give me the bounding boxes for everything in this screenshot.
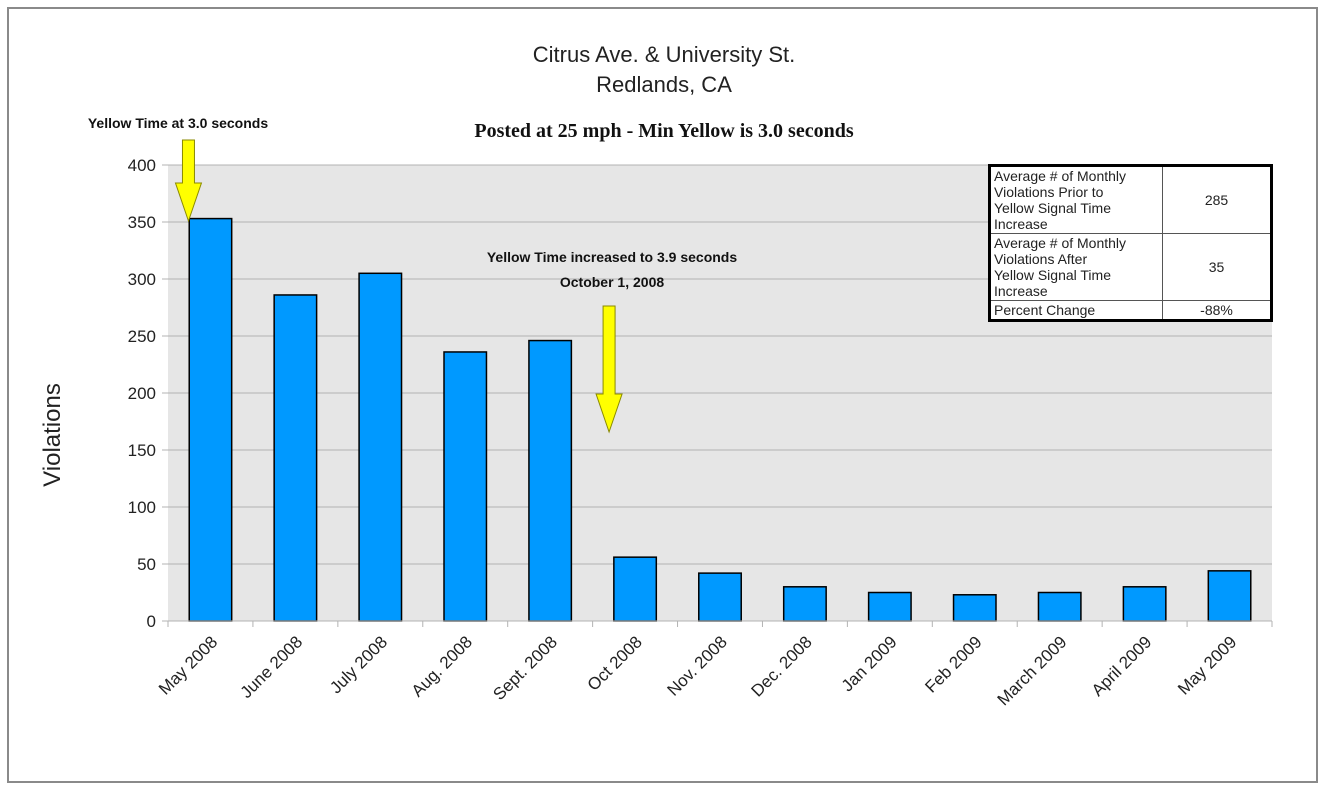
- bar: [443, 351, 488, 622]
- x-tick-label: Nov. 2008: [663, 632, 730, 699]
- bar: [528, 339, 573, 622]
- stats-label-line: Increase: [994, 283, 1048, 299]
- y-tick-label: 200: [128, 384, 156, 403]
- x-tick-label: May 2008: [155, 632, 221, 698]
- y-tick-label: 100: [128, 498, 156, 517]
- stats-row-after-label: Average # of Monthly Violations After Ye…: [989, 233, 1163, 301]
- stats-table: Average # of Monthly Violations Prior to…: [988, 164, 1273, 322]
- y-tick-label: 0: [147, 612, 156, 631]
- stats-row-after: Average # of Monthly Violations After Ye…: [989, 233, 1272, 301]
- annotation-arrow: [174, 139, 203, 223]
- y-axis-label: Violations: [39, 383, 66, 487]
- bar: [273, 294, 318, 622]
- bar: [952, 594, 997, 622]
- stats-row-percent-value: -88%: [1162, 300, 1272, 321]
- bar: [782, 586, 827, 622]
- stats-row-prior-value: 285: [1162, 165, 1272, 234]
- stats-row-after-value: 35: [1162, 233, 1272, 301]
- stats-label-line: Violations After: [994, 251, 1088, 267]
- bar: [698, 572, 742, 622]
- y-tick-label: 400: [128, 156, 156, 175]
- bar: [1207, 570, 1252, 622]
- bar: [613, 556, 658, 622]
- stats-row-prior: Average # of Monthly Violations Prior to…: [989, 165, 1272, 234]
- stats-label-line: Violations Prior to: [994, 184, 1104, 200]
- stats-row-prior-label: Average # of Monthly Violations Prior to…: [989, 165, 1163, 234]
- x-tick-label: Feb 2009: [921, 632, 985, 696]
- chart-title-line-2: Redlands, CA: [596, 72, 732, 97]
- x-tick-label: April 2009: [1088, 632, 1156, 700]
- bar: [1037, 591, 1082, 622]
- stats-label-line: Yellow Signal Time: [994, 200, 1111, 216]
- x-tick-label: Sept. 2008: [489, 632, 561, 704]
- stats-label-line: Average # of Monthly: [994, 235, 1127, 251]
- x-tick-label: July 2008: [326, 632, 391, 697]
- stats-row-percent-label: Percent Change: [989, 300, 1163, 321]
- x-tick-label: June 2008: [237, 632, 307, 702]
- stats-label-line: Average # of Monthly: [994, 168, 1127, 184]
- y-tick-label: 250: [128, 327, 156, 346]
- annotation-text: October 1, 2008: [560, 274, 664, 290]
- y-tick-label: 350: [128, 213, 156, 232]
- annotation-arrow: [595, 305, 623, 434]
- stats-label-line: Increase: [994, 216, 1048, 232]
- x-tick-label: Oct 2008: [584, 632, 646, 694]
- x-tick-label: Aug. 2008: [408, 632, 476, 700]
- x-tick-label: Jan 2009: [838, 632, 901, 695]
- y-tick-label: 300: [128, 270, 156, 289]
- bar: [188, 217, 233, 622]
- bar: [358, 272, 403, 622]
- y-tick-label: 150: [128, 441, 156, 460]
- chart-title-line-1: Citrus Ave. & University St.: [533, 42, 795, 67]
- chart-subtitle: Posted at 25 mph - Min Yellow is 3.0 sec…: [474, 120, 853, 142]
- x-tick-label: March 2009: [994, 632, 1071, 709]
- y-tick-label: 50: [137, 555, 156, 574]
- x-tick-label: Dec. 2008: [748, 632, 816, 700]
- bar: [1122, 586, 1167, 622]
- x-tick-label: May 2009: [1174, 632, 1240, 698]
- stats-row-percent: Percent Change -88%: [989, 300, 1272, 321]
- stats-label-line: Yellow Signal Time: [994, 267, 1111, 283]
- annotation-text: Yellow Time increased to 3.9 seconds: [487, 249, 738, 265]
- annotation-text: Yellow Time at 3.0 seconds: [88, 115, 268, 131]
- bar: [867, 591, 912, 622]
